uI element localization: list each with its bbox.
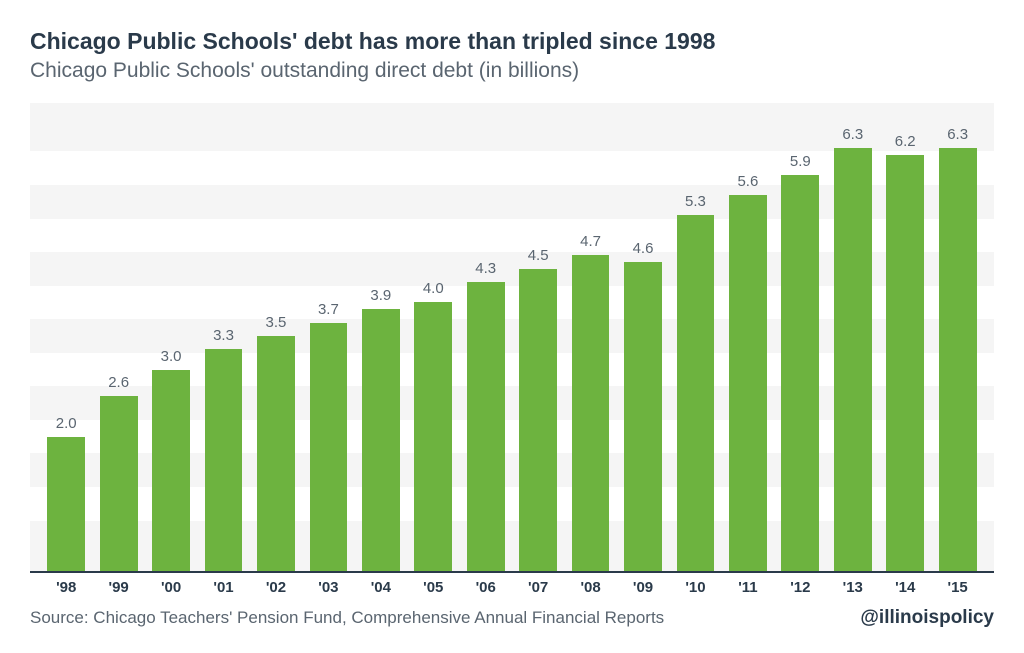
bar-slot: 3.5 (250, 103, 302, 571)
bar (257, 336, 295, 571)
bar-value-label: 2.0 (56, 415, 77, 432)
x-tick-label: '12 (774, 579, 826, 596)
bar-slot: 5.9 (774, 103, 826, 571)
bars-container: 2.0 2.6 3.0 3.3 3.5 3.7 3.9 4.0 4.3 4.5 4.7 4.6 5.3 5… (30, 103, 994, 571)
bar-value-label: 5.9 (790, 153, 811, 170)
bar-value-label: 6.3 (842, 126, 863, 143)
bar-value-label: 4.7 (580, 233, 601, 250)
bar (624, 262, 662, 571)
attribution-handle: @illinoispolicy (860, 607, 994, 629)
bar-slot: 6.3 (931, 103, 983, 571)
bar-slot: 4.3 (460, 103, 512, 571)
x-tick-label: '08 (564, 579, 616, 596)
bar-value-label: 4.6 (633, 240, 654, 257)
bar-value-label: 6.3 (947, 126, 968, 143)
x-tick-label: '10 (669, 579, 721, 596)
bar-slot: 4.6 (617, 103, 669, 571)
bar-value-label: 3.9 (370, 287, 391, 304)
x-tick-label: '07 (512, 579, 564, 596)
x-tick-label: '99 (92, 579, 144, 596)
x-tick-label: '02 (250, 579, 302, 596)
bar (729, 195, 767, 571)
x-tick-label: '15 (931, 579, 983, 596)
bar (677, 215, 715, 571)
bar-value-label: 3.0 (161, 348, 182, 365)
chart-plot-area: 2.0 2.6 3.0 3.3 3.5 3.7 3.9 4.0 4.3 4.5 4.7 4.6 5.3 5… (30, 103, 994, 573)
x-tick-label: '01 (197, 579, 249, 596)
bar-slot: 3.9 (355, 103, 407, 571)
x-tick-label: '11 (722, 579, 774, 596)
x-tick-label: '13 (827, 579, 879, 596)
x-tick-label: '00 (145, 579, 197, 596)
bar-value-label: 3.5 (266, 314, 287, 331)
bar (362, 309, 400, 571)
bar (467, 282, 505, 571)
bar (886, 155, 924, 571)
bar-slot: 2.0 (40, 103, 92, 571)
bar-value-label: 3.7 (318, 301, 339, 318)
x-tick-label: '09 (617, 579, 669, 596)
bar (100, 396, 138, 571)
bar-slot: 5.3 (669, 103, 721, 571)
bar-value-label: 5.6 (737, 173, 758, 190)
chart-title: Chicago Public Schools' debt has more th… (30, 28, 994, 55)
bar-slot: 3.0 (145, 103, 197, 571)
bar (414, 302, 452, 571)
bar-value-label: 4.5 (528, 247, 549, 264)
bar-value-label: 4.3 (475, 260, 496, 277)
bar-slot: 4.0 (407, 103, 459, 571)
bar-value-label: 2.6 (108, 374, 129, 391)
bar-slot: 3.3 (197, 103, 249, 571)
chart-footer: Source: Chicago Teachers' Pension Fund, … (30, 607, 994, 629)
x-axis: '98'99'00'01'02'03'04'05'06'07'08'09'10'… (30, 573, 994, 596)
bar-value-label: 4.0 (423, 280, 444, 297)
bar-slot: 6.3 (827, 103, 879, 571)
bar-slot: 2.6 (92, 103, 144, 571)
bar-slot: 5.6 (722, 103, 774, 571)
bar (47, 437, 85, 571)
x-tick-label: '14 (879, 579, 931, 596)
bar (781, 175, 819, 571)
x-tick-label: '03 (302, 579, 354, 596)
bar-slot: 3.7 (302, 103, 354, 571)
bar-slot: 4.5 (512, 103, 564, 571)
bar (310, 323, 348, 571)
bar (939, 148, 977, 571)
bar (152, 370, 190, 571)
bar (834, 148, 872, 571)
bar-value-label: 6.2 (895, 133, 916, 150)
bar-slot: 4.7 (564, 103, 616, 571)
chart-subtitle: Chicago Public Schools' outstanding dire… (30, 59, 994, 83)
bar (205, 349, 243, 571)
bar (572, 255, 610, 571)
bar-value-label: 5.3 (685, 193, 706, 210)
x-tick-label: '06 (460, 579, 512, 596)
bar (519, 269, 557, 571)
bar-slot: 6.2 (879, 103, 931, 571)
x-tick-label: '04 (355, 579, 407, 596)
x-tick-label: '05 (407, 579, 459, 596)
source-text: Source: Chicago Teachers' Pension Fund, … (30, 608, 664, 628)
bar-value-label: 3.3 (213, 327, 234, 344)
x-tick-label: '98 (40, 579, 92, 596)
